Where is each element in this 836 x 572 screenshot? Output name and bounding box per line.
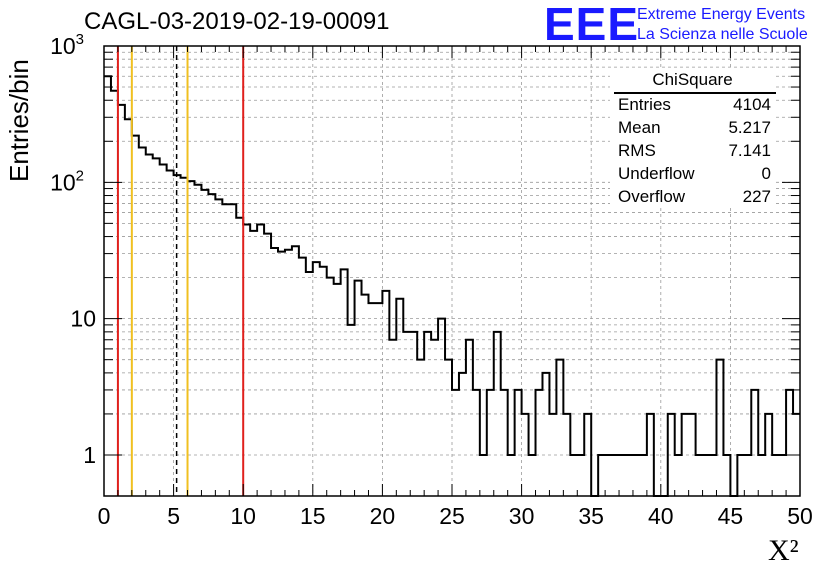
- axis-ticks: 0 5 10 15 20 25 30 35 40 45 50 1 10 102 103: [50, 31, 813, 529]
- logo-line-1: Extreme Energy Events: [637, 6, 806, 23]
- y-tick-label: 1: [83, 442, 96, 468]
- y-tick-label: 103: [50, 31, 84, 59]
- stat-name: RMS: [618, 141, 656, 160]
- grid: [104, 46, 800, 496]
- x-tick-label: 50: [787, 503, 813, 529]
- x-tick-label: 45: [718, 503, 744, 529]
- y-tick-label: 102: [50, 167, 84, 195]
- stat-row-overflow: Overflow 227: [618, 187, 771, 209]
- x-tick-label: 10: [230, 503, 256, 529]
- x-tick-label: 40: [648, 503, 674, 529]
- x-tick-label: 25: [439, 503, 465, 529]
- stats-divider: [614, 92, 776, 94]
- logo-line-2: La Scienza nelle Scuole: [637, 26, 808, 43]
- y-axis-label: Entries/bin: [4, 59, 34, 182]
- plot-title: CAGL-03-2019-02-19-00091: [84, 8, 390, 35]
- x-tick-label: 35: [578, 503, 604, 529]
- stat-row-mean: Mean 5.217: [618, 118, 771, 140]
- stat-name: Mean: [618, 118, 661, 137]
- stat-name: Underflow: [618, 164, 695, 183]
- stat-row-entries: Entries 4104: [618, 95, 771, 117]
- stat-row-rms: RMS 7.141: [618, 141, 771, 163]
- x-axis-label: X²: [768, 534, 799, 567]
- stat-value: 5.217: [728, 118, 771, 137]
- stat-row-underflow: Underflow 0: [618, 164, 771, 186]
- stat-value: 227: [742, 187, 771, 206]
- stats-box: ChiSquare Entries 4104 Mean 5.217 RMS 7.…: [610, 68, 776, 209]
- stat-name: Overflow: [618, 187, 686, 206]
- eee-logo: EEE: [544, 0, 640, 50]
- x-tick-label: 5: [167, 503, 180, 529]
- reference-lines: [116, 46, 245, 496]
- x-tick-label: 15: [300, 503, 326, 529]
- x-tick-label: 0: [98, 503, 111, 529]
- stat-name: Entries: [618, 95, 671, 114]
- stat-value: 0: [761, 164, 771, 183]
- x-tick-label: 20: [370, 503, 396, 529]
- histogram-series: [104, 75, 800, 497]
- y-tick-label: 10: [70, 306, 96, 332]
- histogram: [104, 75, 800, 497]
- stat-value: 7.141: [728, 141, 771, 160]
- stats-title: ChiSquare: [652, 70, 733, 89]
- stat-value: 4104: [733, 95, 771, 114]
- x-tick-label: 30: [509, 503, 535, 529]
